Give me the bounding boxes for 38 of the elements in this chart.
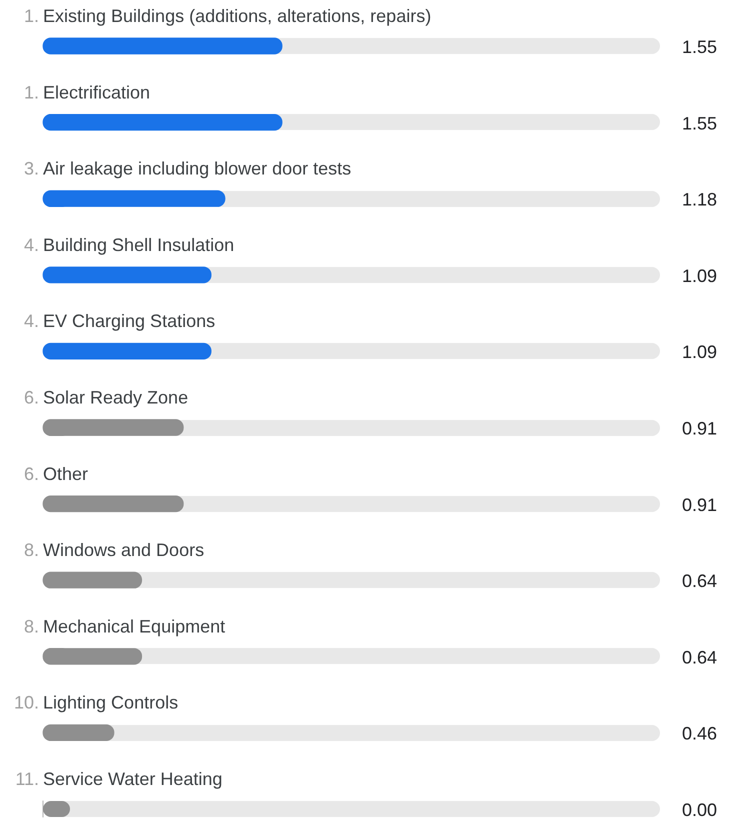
text: 1. [24,82,39,102]
text: 8. [24,616,39,636]
text: 10. [14,692,39,713]
y-tick-label: Service Water Heating [43,768,222,789]
data-label: 1.18 [682,190,718,210]
text: 4. [24,311,39,332]
data-label: 1.55 [682,36,718,57]
data-label: 1.55 [682,113,718,134]
y-tick-label: Building Shell Insulation [43,234,234,255]
bar [42,648,142,665]
data-label: 0.64 [682,571,718,592]
y-tick-label: Existing Buildings (additions, alterations, repairs) [43,6,432,26]
y-tick-label: EV Charging Stations [43,311,216,332]
data-label: 0.64 [682,647,718,668]
y-tick-label: Other [43,464,88,484]
text: 4. [24,234,39,255]
text: 3. [24,158,39,179]
bar [42,495,184,512]
text: 6. [24,464,39,484]
y-tick-label: Lighting Controls [43,692,178,713]
text: 8. [24,540,39,560]
data-label: 0.91 [682,418,718,438]
text: 11. [15,768,39,789]
bar [42,724,114,742]
data-label: 0.91 [682,494,718,515]
y-tick-label: Air leakage including blower door tests [43,158,352,179]
data-label: 1.09 [682,266,718,286]
bar [42,572,142,588]
y-tick-label: Mechanical Equipment [43,616,226,636]
text: 6. [24,387,39,408]
text: 1. [24,6,39,26]
data-label: 0.46 [682,724,718,744]
bar [42,419,184,436]
data-label: 1.09 [682,342,718,362]
y-tick-label: Solar Ready Zone [43,387,188,408]
y-tick-label: Electrification [43,82,150,102]
data-label: 0.00 [682,800,718,820]
y-tick-label: Windows and Doors [43,540,204,560]
